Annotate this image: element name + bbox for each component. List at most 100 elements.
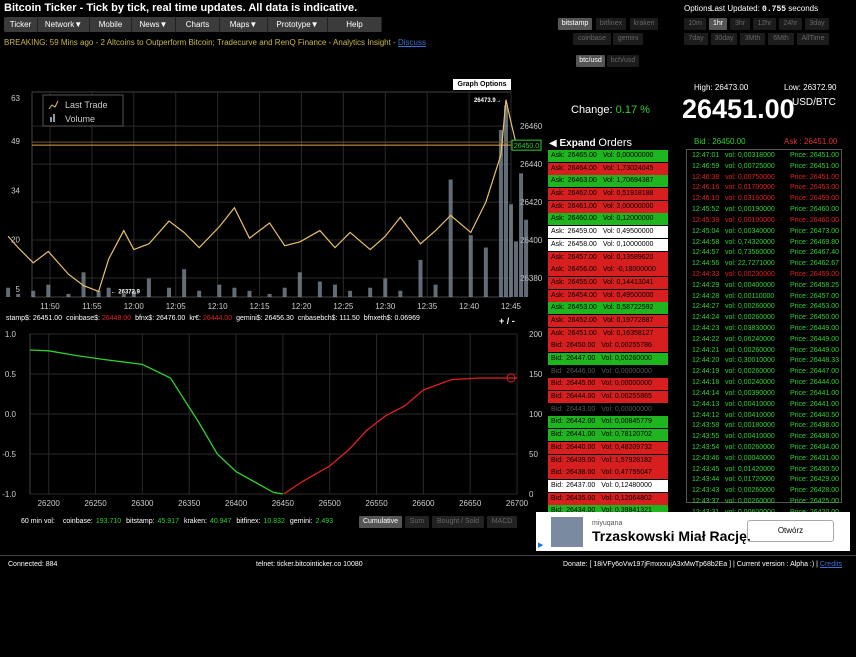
order-row[interactable]: Bid: 26441.00 Vol: 0,78120702 <box>548 429 668 442</box>
interval-3hr[interactable]: 3hr <box>730 18 750 30</box>
x-tick: 12:20 <box>291 302 312 311</box>
nav-mobile[interactable]: Mobile <box>90 17 132 32</box>
interval-10m[interactable]: 10m <box>684 18 706 30</box>
interval-7day[interactable]: 7day <box>684 33 708 45</box>
chart-btn-macd[interactable]: MACD <box>487 516 517 528</box>
order-row[interactable]: Ask: 26463.00 Vol: 1,70694387 <box>548 175 668 188</box>
interval-1hr[interactable]: 1hr <box>709 18 727 30</box>
pair-bch-usd[interactable]: bch/usd <box>607 55 639 67</box>
exchange-bitstamp[interactable]: bitstamp <box>558 18 592 30</box>
chart-btn-cumulative[interactable]: Cumulative <box>359 516 402 528</box>
order-row[interactable]: Ask: 26464.00 Vol: 1,73024045 <box>548 162 668 175</box>
nav-news[interactable]: News▼ <box>132 17 176 32</box>
expand-orders[interactable]: ◀ Expand Orders <box>549 137 633 149</box>
volume-bar <box>182 269 187 297</box>
order-row[interactable]: Ask: 26454.00 Vol: 0,49500000 <box>548 289 668 302</box>
order-row[interactable]: Ask: 26462.00 Vol: 0,51918188 <box>548 188 668 201</box>
trade-price: Price: 26469.80 <box>790 238 840 246</box>
vol60-value: 193.710 <box>95 518 122 525</box>
order-row[interactable]: Bid: 26440.00 Vol: 0,48209732 <box>548 441 668 454</box>
order-row[interactable]: Bid: 26445.00 Vol: 0,00000000 <box>548 378 668 391</box>
nav-ticker[interactable]: Ticker <box>4 17 38 32</box>
depth-y-right-tick: 150 <box>529 370 543 379</box>
exchange-bitfinex[interactable]: bitfinex <box>596 18 626 30</box>
x-tick: 12:30 <box>375 302 396 311</box>
interval-30day[interactable]: 30day <box>711 33 737 45</box>
order-row[interactable]: Bid: 26442.00 Vol: 0,00845779 <box>548 416 668 429</box>
exchange-coinbase[interactable]: coinbase <box>573 33 611 45</box>
low-value: 26372.90 <box>803 83 837 92</box>
trade-price: Price: 26449.00 <box>790 325 840 332</box>
chart-btn-boughtsold[interactable]: Bought / Sold <box>432 516 484 528</box>
order-row[interactable]: Bid: 26444.00 Vol: 0,00255865 <box>548 391 668 404</box>
exchange-price-value: 0.06969 <box>392 315 420 322</box>
nav-maps[interactable]: Maps▼ <box>220 17 268 32</box>
order-row[interactable]: Ask: 26452.00 Vol: 0,19772887 <box>548 314 668 327</box>
order-row[interactable]: Ask: 26455.00 Vol: 0,14413041 <box>548 276 668 289</box>
credits-link[interactable]: Credits <box>819 561 843 568</box>
interval-6mth[interactable]: 6Mth <box>768 33 794 45</box>
order-row[interactable]: Ask: 26451.00 Vol: 0,16358127 <box>548 327 668 340</box>
interval-3day[interactable]: 3day <box>805 18 829 30</box>
high-value: 26473.00 <box>714 83 749 92</box>
interval-24hr[interactable]: 24hr <box>779 18 802 30</box>
options-label[interactable]: Options <box>684 4 712 13</box>
price-chart[interactable]: 11:50 11:55 12:00 12:05 12:10 12:15 12:20 12:25… <box>0 80 548 328</box>
order-row[interactable]: Bid: 26435.00 Vol: 0,12064802 <box>548 492 668 505</box>
order-row[interactable]: Ask: 26461.00 Vol: 2,00000000 <box>548 200 668 213</box>
order-row[interactable]: Ask: 26465.00 Vol: 0,00000000 <box>548 150 668 162</box>
order-price: 26434.00 <box>566 507 596 515</box>
ad-open-button[interactable]: Otwórz <box>747 520 834 542</box>
interval-3mth[interactable]: 3Mth <box>740 33 765 45</box>
order-row[interactable]: Bid: 26447.00 Vol: 0,00260000 <box>548 353 668 365</box>
order-row[interactable]: Bid: 26439.00 Vol: 1,57928182 <box>548 454 668 467</box>
exchange-price-label: cnbasebch$: <box>297 315 338 322</box>
discuss-link[interactable]: Discuss <box>397 38 426 47</box>
trade-time: 12:44:12 <box>692 411 720 419</box>
chart-btn-sum[interactable]: Sum <box>405 516 429 528</box>
nav-charts[interactable]: Charts <box>176 17 220 32</box>
trade-time: 12:43:43 <box>692 487 720 495</box>
interval-alltime[interactable]: AllTime <box>797 33 829 45</box>
depth-x-tick: 26300 <box>131 499 154 508</box>
order-row[interactable]: Bid: 26443.00 Vol: 0,00000000 <box>548 403 668 416</box>
order-row[interactable]: Ask: 26453.00 Vol: 0,58722592 <box>548 302 668 315</box>
order-volume: Vol: 0,00000000 <box>602 152 654 159</box>
order-row[interactable]: Ask: 26459.00 Vol: 0,49500000 <box>548 226 668 239</box>
nav-prototype[interactable]: Prototype▼ <box>268 17 328 32</box>
zoom-toggle[interactable]: + / - <box>499 316 515 326</box>
pair-btc-usd[interactable]: btc/usd <box>576 55 605 67</box>
trade-row: 12:46:16 vol: 0,01700000 Price: 26453.00 <box>687 183 841 194</box>
order-row[interactable]: Ask: 26458.00 Vol: 0,10000000 <box>548 238 668 251</box>
order-volume: Vol: 0,12000000 <box>602 215 654 223</box>
current-price-tag-text: 26450.0 <box>514 143 539 150</box>
order-row[interactable]: Ask: 26456.00 Vol: -0,18000000 <box>548 264 668 277</box>
trade-time: 12:44:23 <box>692 325 720 332</box>
legend-line-icon <box>48 100 59 110</box>
y-right-tick: 26400 <box>520 236 543 245</box>
order-volume: Vol: 0,48209732 <box>601 443 652 451</box>
order-volume: Vol: 1,57928182 <box>601 456 652 464</box>
order-side: Bid: <box>551 355 564 362</box>
ad-headline[interactable]: Trzaskowski Miał Rację. <box>592 528 751 544</box>
exchange-kraken[interactable]: kraken <box>630 18 658 30</box>
order-row[interactable]: Bid: 26438.00 Vol: 0,47755047 <box>548 467 668 480</box>
order-row[interactable]: Bid: 26446.00 Vol: 0,00000000 <box>548 365 668 378</box>
nav-help[interactable]: Help <box>328 17 382 32</box>
volume-bar <box>121 293 126 297</box>
exchange-gemini[interactable]: gemini <box>613 33 643 45</box>
footer-divider <box>0 555 856 556</box>
order-price: 26462.00 <box>567 190 597 198</box>
nav-network[interactable]: Network▼ <box>38 17 90 32</box>
order-volume: Vol: 0,12064802 <box>601 494 652 502</box>
order-row[interactable]: Bid: 26437.00 Vol: 0,12480000 <box>548 479 668 492</box>
ad-choices-icon[interactable]: ▶ <box>538 542 544 549</box>
interval-12hr[interactable]: 12hr <box>753 18 776 30</box>
graph-options-button[interactable]: Graph Options <box>453 79 511 90</box>
ad-banner[interactable]: miyuqana Trzaskowski Miał Rację. Otwórz … <box>536 512 850 551</box>
trade-time: 12:44:18 <box>692 379 720 387</box>
order-row[interactable]: Ask: 26460.00 Vol: 0,12000000 <box>548 213 668 226</box>
order-row[interactable]: Bid: 26450.00 Vol: 0,00255786 <box>548 340 668 353</box>
order-row[interactable]: Ask: 26457.00 Vol: 0,13589620 <box>548 251 668 264</box>
vol60-exchange: gemini: <box>289 518 313 525</box>
